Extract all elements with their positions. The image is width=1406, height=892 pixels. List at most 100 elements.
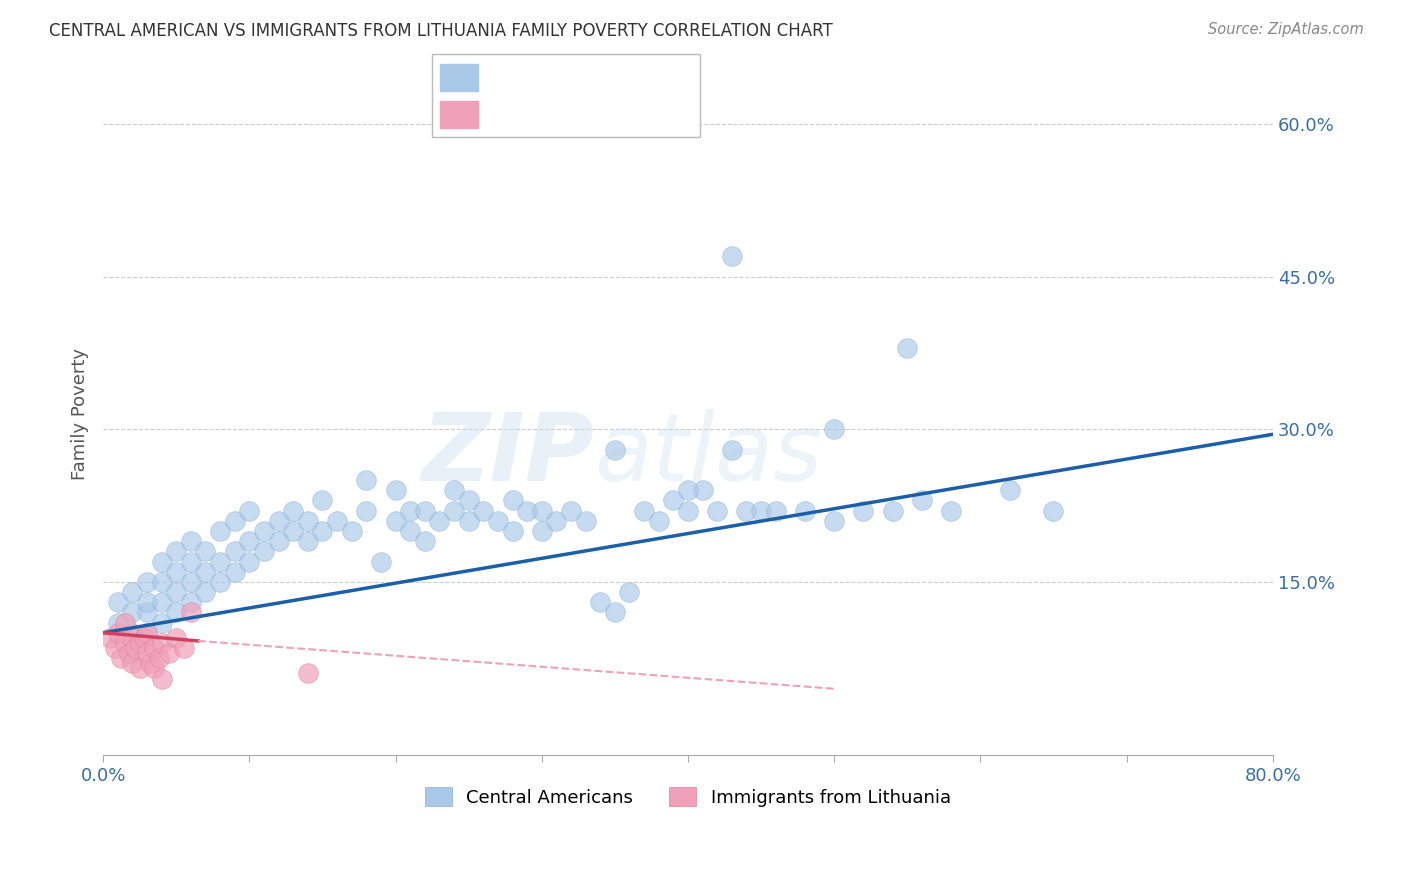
Point <box>443 483 465 498</box>
Point <box>224 565 246 579</box>
Point <box>311 493 333 508</box>
Point <box>676 503 699 517</box>
Point <box>472 503 495 517</box>
Point <box>118 646 141 660</box>
Point <box>165 544 187 558</box>
Y-axis label: Family Poverty: Family Poverty <box>72 348 89 480</box>
Point <box>662 493 685 508</box>
Point <box>209 555 232 569</box>
Point <box>793 503 815 517</box>
Point <box>253 524 276 538</box>
Point <box>114 636 136 650</box>
Point <box>136 625 159 640</box>
Point <box>238 503 260 517</box>
Point <box>749 503 772 517</box>
Point <box>413 503 436 517</box>
Point <box>896 341 918 355</box>
Point <box>297 534 319 549</box>
Point <box>619 585 641 599</box>
Point <box>457 493 479 508</box>
Point <box>326 514 349 528</box>
Point <box>720 249 742 263</box>
Point <box>852 503 875 517</box>
FancyBboxPatch shape <box>432 54 700 137</box>
Point <box>823 514 845 528</box>
Point <box>136 646 159 660</box>
Point <box>267 514 290 528</box>
Point <box>165 565 187 579</box>
Point <box>676 483 699 498</box>
Text: ZIP: ZIP <box>422 409 595 500</box>
Point <box>136 606 159 620</box>
Point <box>209 524 232 538</box>
Point <box>516 503 538 517</box>
Point <box>720 442 742 457</box>
Point <box>546 514 568 528</box>
Point <box>157 646 180 660</box>
Point <box>107 595 129 609</box>
Point <box>165 606 187 620</box>
Point <box>647 514 669 528</box>
Point <box>765 503 787 517</box>
Point <box>150 574 173 589</box>
Point <box>939 503 962 517</box>
Point <box>136 574 159 589</box>
Point <box>297 514 319 528</box>
Point <box>143 640 166 655</box>
Point <box>457 514 479 528</box>
Point <box>150 672 173 686</box>
Point <box>150 555 173 569</box>
Point <box>143 661 166 675</box>
Point <box>429 514 451 528</box>
Point <box>692 483 714 498</box>
Point <box>148 651 170 665</box>
Bar <box>440 101 478 128</box>
Point <box>128 636 150 650</box>
Point <box>253 544 276 558</box>
Point <box>340 524 363 538</box>
Point <box>132 631 155 645</box>
Point <box>104 640 127 655</box>
Point <box>124 640 146 655</box>
Point <box>194 544 217 558</box>
Point <box>180 595 202 609</box>
Text: Source: ZipAtlas.com: Source: ZipAtlas.com <box>1208 22 1364 37</box>
Point <box>443 503 465 517</box>
Point <box>107 615 129 630</box>
Point <box>589 595 612 609</box>
Point <box>150 595 173 609</box>
Point <box>530 503 553 517</box>
Text: CENTRAL AMERICAN VS IMMIGRANTS FROM LITHUANIA FAMILY POVERTY CORRELATION CHART: CENTRAL AMERICAN VS IMMIGRANTS FROM LITH… <box>49 22 832 40</box>
Point <box>502 493 524 508</box>
Point <box>121 631 143 645</box>
Bar <box>440 63 478 91</box>
Point <box>575 514 598 528</box>
Point <box>139 657 162 671</box>
Point <box>136 625 159 640</box>
Point <box>486 514 509 528</box>
Point <box>384 483 406 498</box>
Point <box>384 514 406 528</box>
Point <box>150 636 173 650</box>
Point <box>224 544 246 558</box>
Point <box>633 503 655 517</box>
Point <box>413 534 436 549</box>
Point <box>121 585 143 599</box>
Point <box>267 534 290 549</box>
Point <box>823 422 845 436</box>
Point <box>603 606 626 620</box>
Point <box>530 524 553 538</box>
Point <box>399 503 422 517</box>
Point <box>1042 503 1064 517</box>
Point <box>502 524 524 538</box>
Point <box>180 606 202 620</box>
Point <box>283 524 305 538</box>
Point <box>311 524 333 538</box>
Point <box>194 565 217 579</box>
Point <box>173 640 195 655</box>
Point <box>224 514 246 528</box>
Point <box>121 657 143 671</box>
Point <box>136 595 159 609</box>
Point <box>998 483 1021 498</box>
Point <box>128 661 150 675</box>
